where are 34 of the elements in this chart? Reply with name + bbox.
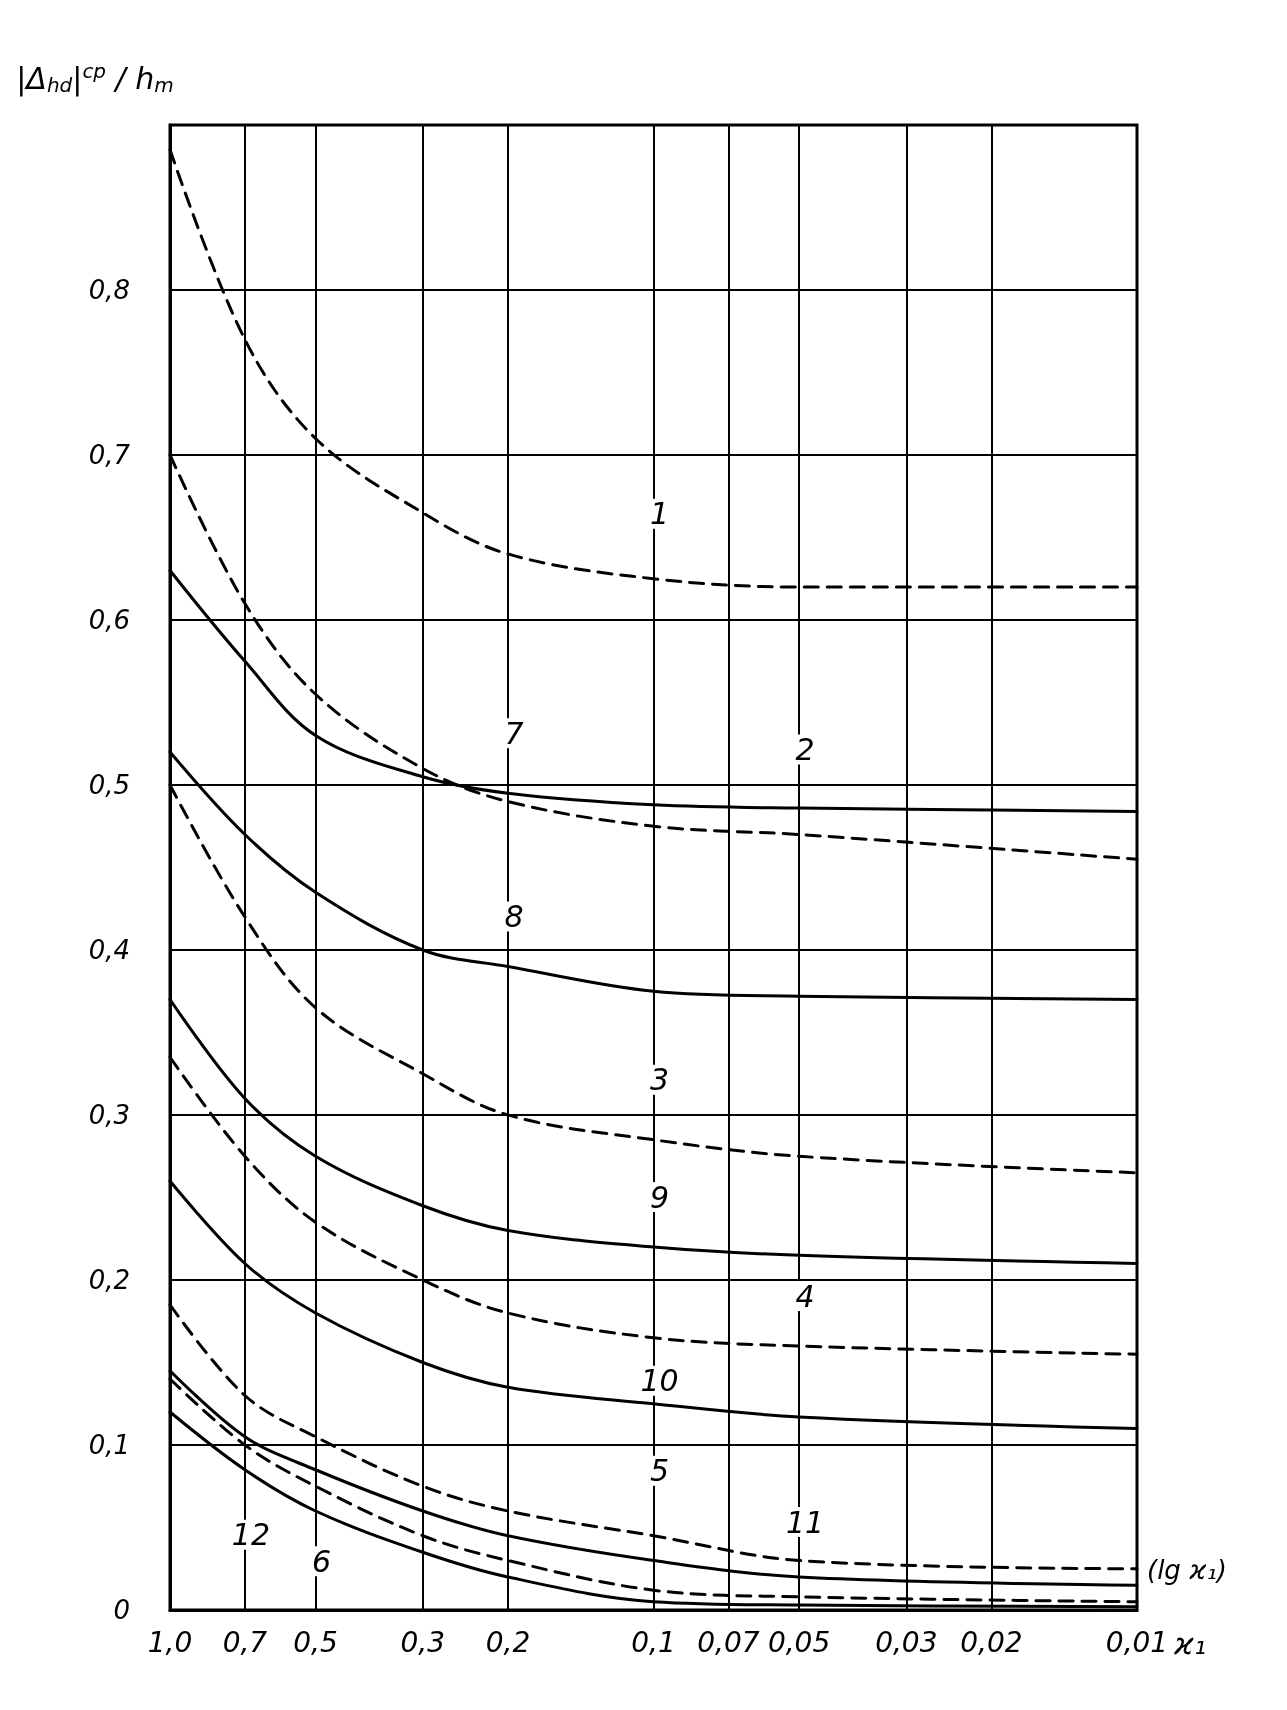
annotation: 5: [649, 1453, 670, 1489]
annotation: 6: [312, 1543, 332, 1579]
y-tick-label: 0: [113, 1595, 130, 1625]
annotation: 7: [504, 715, 524, 751]
annotation: 8: [504, 899, 524, 934]
x-tick-label: 0,02: [960, 1625, 1023, 1659]
y-tick-label: 0,6: [88, 605, 130, 635]
x-tick-label: 0,5: [293, 1625, 338, 1659]
x-tick-label: 0,01: [1105, 1625, 1169, 1659]
annotation: 9: [649, 1179, 670, 1215]
y-tick-label: 0,8: [88, 275, 130, 305]
y-tick-label: 0,2: [88, 1265, 130, 1295]
text: (lg ϰ₁): [1147, 1555, 1227, 1585]
y-tick-label: 0,4: [88, 935, 130, 965]
x-tick-label: 0,7: [222, 1625, 268, 1659]
x-tick-label: 1,0: [147, 1625, 193, 1659]
y-tick-label: 0,7: [88, 440, 131, 470]
y-tick-label: 0,5: [88, 770, 130, 800]
annotation: 1: [649, 496, 670, 532]
annotation: 10: [640, 1363, 679, 1399]
y-tick-label: 0,1: [88, 1430, 130, 1460]
annotation: 4: [795, 1278, 815, 1314]
y-tick-label: 0,3: [88, 1100, 130, 1130]
x-tick-label: 0,05: [767, 1625, 831, 1659]
annotation: 3: [649, 1062, 670, 1098]
x-axis-title: ϰ₁: [1173, 1625, 1207, 1661]
x-tick-label: 0,2: [485, 1625, 531, 1659]
x-tick-label: 0,1: [631, 1625, 676, 1659]
annotation: 12: [231, 1517, 270, 1553]
x-tick-label: 0,03: [875, 1625, 938, 1659]
x-tick-label: 0,3: [400, 1625, 446, 1659]
annotation: 2: [795, 732, 815, 767]
x-tick-label: 0,07: [697, 1625, 760, 1659]
annotation: 11: [785, 1504, 825, 1540]
